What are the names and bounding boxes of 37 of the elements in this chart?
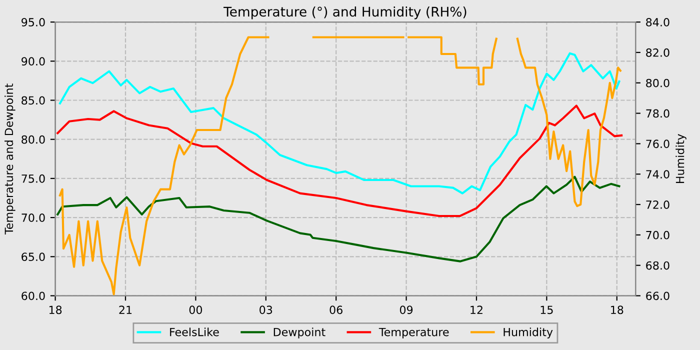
legend-label: Temperature — [378, 328, 449, 338]
y2-tick-label: 84.0 — [646, 18, 670, 26]
chart-title: Temperature (°) and Humidity (RH%) — [224, 6, 466, 20]
y-tick-label: 90.0 — [22, 57, 45, 66]
x-tick-label: 00 — [189, 306, 202, 314]
y2-tick-label: 82.0 — [646, 48, 670, 57]
y2-tick-label: 80.0 — [646, 78, 670, 88]
y-tick-label: 85.0 — [22, 96, 45, 105]
y2-tick-label: 70.0 — [646, 230, 670, 240]
y-tick-label: 80.0 — [22, 135, 45, 144]
y2-tick-label: 66.0 — [646, 292, 670, 300]
line-series — [56, 104, 623, 218]
y-axis-title: Temperature and Dewpoint — [4, 84, 16, 235]
x-tick-label: 18 — [49, 306, 62, 314]
legend-label: Dewpoint — [274, 328, 326, 338]
x-tick-label: 06 — [330, 306, 342, 314]
legend-label: FeelsLike — [170, 328, 219, 336]
x-tick-label: 18 — [611, 306, 624, 314]
y-tick-label: 70.0 — [22, 214, 45, 222]
y2-tick-label: 72.0 — [646, 200, 670, 209]
x-tick-label: 09 — [400, 306, 413, 314]
y2-axis-title: Humidity — [676, 134, 686, 183]
y2-tick-label: 78.0 — [646, 109, 670, 118]
line-series — [56, 176, 620, 262]
x-tick-label: 03 — [260, 306, 272, 314]
y-tick-label: 65.0 — [22, 252, 45, 262]
x-tick-label: 15 — [540, 306, 553, 314]
y2-tick-label: 74.0 — [646, 170, 670, 178]
y-tick-label: 95.0 — [22, 18, 45, 26]
legend-label: Humidity — [504, 328, 553, 338]
y-tick-label: 60.0 — [22, 292, 45, 300]
y2-tick-label: 68.0 — [646, 261, 670, 270]
y-tick-label: 75.0 — [22, 174, 45, 183]
y2-tick-label: 76.0 — [646, 140, 670, 148]
line-series — [58, 52, 620, 194]
x-tick-label: 21 — [119, 306, 132, 314]
x-tick-label: 12 — [470, 306, 482, 314]
